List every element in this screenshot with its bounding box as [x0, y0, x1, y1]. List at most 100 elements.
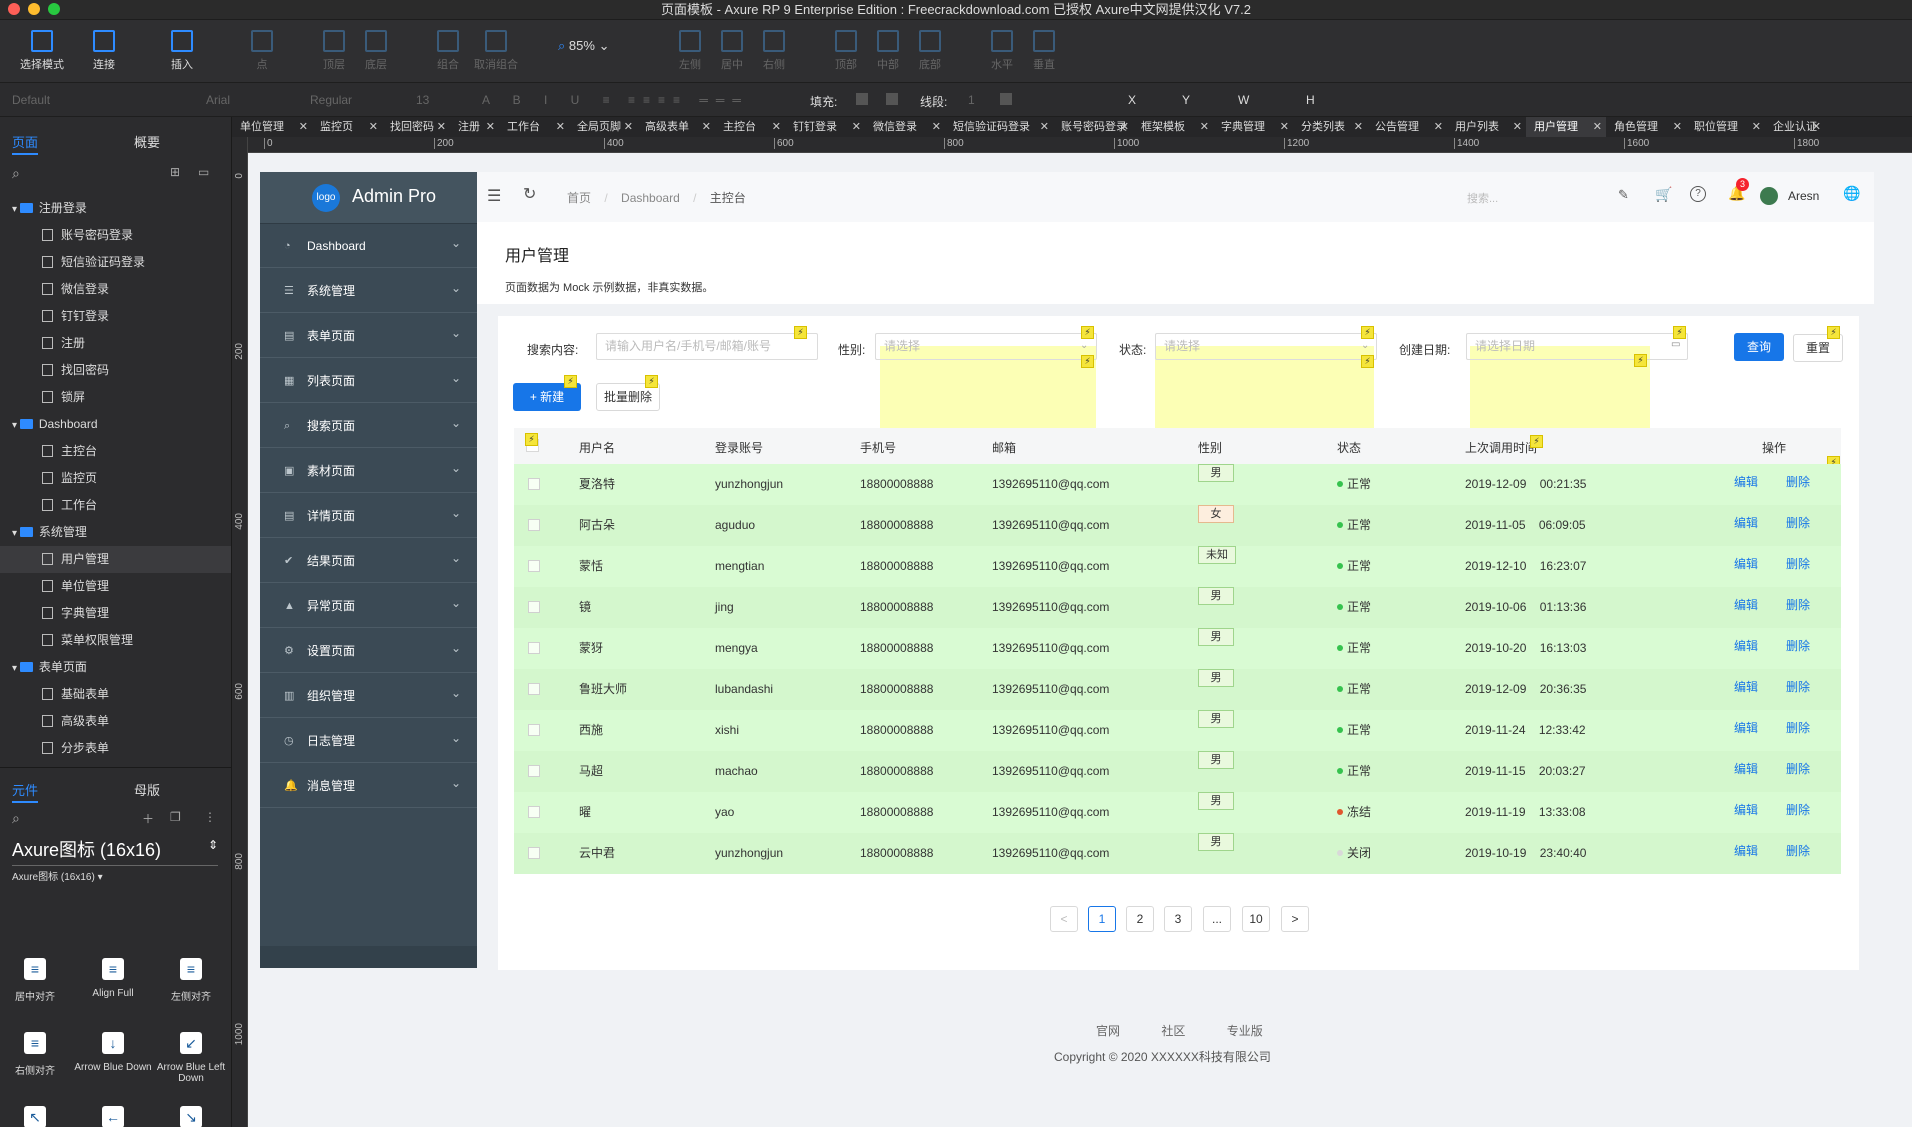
doc-tab[interactable]: 企业认证 ✕	[1765, 117, 1825, 137]
search-icon[interactable]: ⌕	[12, 165, 20, 181]
close-tab-icon[interactable]: ✕	[1672, 121, 1682, 133]
page-item[interactable]: 高级表单	[0, 708, 231, 735]
close-tab-icon[interactable]: ✕	[931, 121, 941, 133]
widget-item[interactable]: ↓ Arrow Blue Down	[73, 1032, 153, 1073]
user-name[interactable]: Aresn	[1788, 189, 1820, 203]
row-checkbox[interactable]	[528, 765, 540, 777]
page-item[interactable]: 账号密码登录	[0, 222, 231, 249]
doc-tab[interactable]: 框架模板 ✕	[1133, 117, 1213, 137]
ungroup-button[interactable]: 取消组合	[470, 30, 522, 72]
note-marker-icon[interactable]: ⚡	[1361, 326, 1374, 339]
close-tab-icon[interactable]: ✕	[771, 121, 781, 133]
note-marker-icon[interactable]: ⚡	[564, 375, 577, 388]
page-item[interactable]: 注册	[0, 330, 231, 357]
sidebar-item[interactable]: ▥ 组织管理 ⌄	[260, 674, 477, 718]
search-icon[interactable]: ⌕	[12, 810, 20, 826]
edit-link[interactable]: 编辑	[1734, 639, 1759, 653]
gender-select[interactable]: 请选择	[875, 333, 1097, 360]
page-folder[interactable]: ▾ 表单页面	[0, 654, 231, 681]
size-select[interactable]: 13	[416, 93, 430, 107]
note-marker-icon[interactable]: ⚡	[1081, 326, 1094, 339]
page-item[interactable]: 分步表单	[0, 735, 231, 762]
table-row[interactable]: 曜 yao 18800008888 1392695110@qq.com 男冻结 2019-…	[514, 792, 1841, 833]
sidebar-item[interactable]: ▣ 素材页面 ⌄	[260, 449, 477, 493]
page-item[interactable]: 短信验证码登录	[0, 249, 231, 276]
row-checkbox[interactable]	[528, 724, 540, 736]
widget-item[interactable]: ↙ Arrow Blue Left Down	[151, 1032, 231, 1084]
align-top-button[interactable]: 顶部	[820, 30, 872, 72]
group-button[interactable]: 组合	[422, 30, 474, 72]
table-row[interactable]: 阿古朵 aguduo 18800008888 1392695110@qq.com 女正常…	[514, 505, 1841, 546]
row-checkbox[interactable]	[528, 601, 540, 613]
line-width-value[interactable]: 1	[968, 93, 975, 107]
note-marker-icon[interactable]: ⚡	[645, 375, 658, 388]
footer-link[interactable]: 社区	[1161, 1024, 1186, 1038]
weight-select[interactable]: Regular	[310, 93, 353, 107]
align-bottom-button[interactable]: 底部	[904, 30, 956, 72]
note-marker-icon[interactable]: ⚡	[1361, 355, 1374, 368]
tab-outline[interactable]: 概要	[134, 135, 161, 150]
insert-button[interactable]: 插入	[156, 30, 208, 72]
delete-link[interactable]: 删除	[1786, 557, 1811, 571]
more-icon[interactable]: ⋮	[204, 810, 216, 824]
table-row[interactable]: 鲁班大师 lubandashi 18800008888 1392695110@qq.c…	[514, 669, 1841, 710]
bring-front-button[interactable]: 顶层	[308, 30, 360, 72]
edit-link[interactable]: 编辑	[1734, 721, 1759, 735]
doc-tab[interactable]: 钉钉登录 ✕	[785, 117, 865, 137]
delete-link[interactable]: 删除	[1786, 639, 1811, 653]
close-tab-icon[interactable]: ✕	[485, 121, 495, 133]
reset-button[interactable]: 重置	[1793, 334, 1843, 362]
fill-color-swatch[interactable]	[856, 93, 868, 105]
library-select[interactable]: Axure图标 (16x16) ⇕	[12, 836, 218, 866]
row-checkbox[interactable]	[528, 847, 540, 859]
close-tab-icon[interactable]: ✕	[1751, 121, 1761, 133]
delete-link[interactable]: 删除	[1786, 598, 1811, 612]
close-window-button[interactable]	[8, 3, 20, 15]
select-mode-button[interactable]: 选择模式	[16, 30, 68, 72]
close-tab-icon[interactable]: ✕	[701, 121, 711, 133]
row-checkbox[interactable]	[528, 642, 540, 654]
page-button[interactable]: 10	[1242, 906, 1270, 932]
doc-tab[interactable]: 职位管理 ✕	[1686, 117, 1765, 137]
line-color-swatch[interactable]	[1000, 93, 1012, 105]
doc-tab[interactable]: 高级表单 ✕	[637, 117, 715, 137]
widget-item[interactable]: ↖Arrow Blue Left Up	[0, 1106, 75, 1127]
add-library-icon[interactable]: ＋	[142, 812, 155, 826]
edit-link[interactable]: 编辑	[1734, 844, 1759, 858]
edit-link[interactable]: 编辑	[1734, 680, 1759, 694]
table-row[interactable]: 西施 xishi 18800008888 1392695110@qq.com 男正常 20…	[514, 710, 1841, 751]
doc-tab[interactable]: 账号密码登录 ✕	[1053, 117, 1133, 137]
note-marker-icon[interactable]: ⚡	[525, 433, 538, 446]
edit-link[interactable]: 编辑	[1734, 557, 1759, 571]
close-tab-icon[interactable]: ✕	[1433, 121, 1443, 133]
date-picker[interactable]: 请选择日期	[1466, 333, 1688, 360]
close-tab-icon[interactable]: ✕	[298, 121, 308, 133]
page-item[interactable]: 工作台	[0, 492, 231, 519]
zoom-control[interactable]: ⌕ 85% ⌄	[558, 38, 610, 53]
page-item[interactable]: 锁屏	[0, 384, 231, 411]
close-tab-icon[interactable]: ✕	[1039, 121, 1049, 133]
tab-pages[interactable]: 页面	[12, 132, 39, 155]
align-middle-button[interactable]: 中部	[862, 30, 914, 72]
row-checkbox[interactable]	[528, 806, 540, 818]
sidebar-item[interactable]: ▦ 列表页面 ⌄	[260, 359, 477, 403]
doc-tab[interactable]: 字典管理 ✕	[1213, 117, 1293, 137]
note-marker-icon[interactable]: ⚡	[1827, 326, 1840, 339]
sidebar-item[interactable]: ▤ 详情页面 ⌄	[260, 494, 477, 538]
doc-tab[interactable]: 全局页脚 ✕	[569, 117, 637, 137]
close-tab-icon[interactable]: ✕	[1512, 121, 1522, 133]
widget-item[interactable]: ≡ 左侧对齐	[151, 958, 231, 1003]
page-item[interactable]: 主控台	[0, 438, 231, 465]
point-button[interactable]: 点	[236, 30, 288, 72]
close-tab-icon[interactable]: ✕	[1592, 121, 1602, 133]
send-back-button[interactable]: 底层	[350, 30, 402, 72]
table-row[interactable]: 云中君 yunzhongjun 18800008888 1392695110@qq.c…	[514, 833, 1841, 874]
expand-arrow-icon[interactable]: ▾	[12, 420, 20, 431]
doc-tab[interactable]: 公告管理 ✕	[1367, 117, 1447, 137]
edit-link[interactable]: 编辑	[1734, 516, 1759, 530]
query-button[interactable]: 查询	[1734, 333, 1784, 361]
delete-link[interactable]: 删除	[1786, 762, 1811, 776]
delete-link[interactable]: 删除	[1786, 803, 1811, 817]
add-folder-icon[interactable]: ▭	[198, 165, 210, 179]
doc-tab[interactable]: 角色管理 ✕	[1606, 117, 1686, 137]
